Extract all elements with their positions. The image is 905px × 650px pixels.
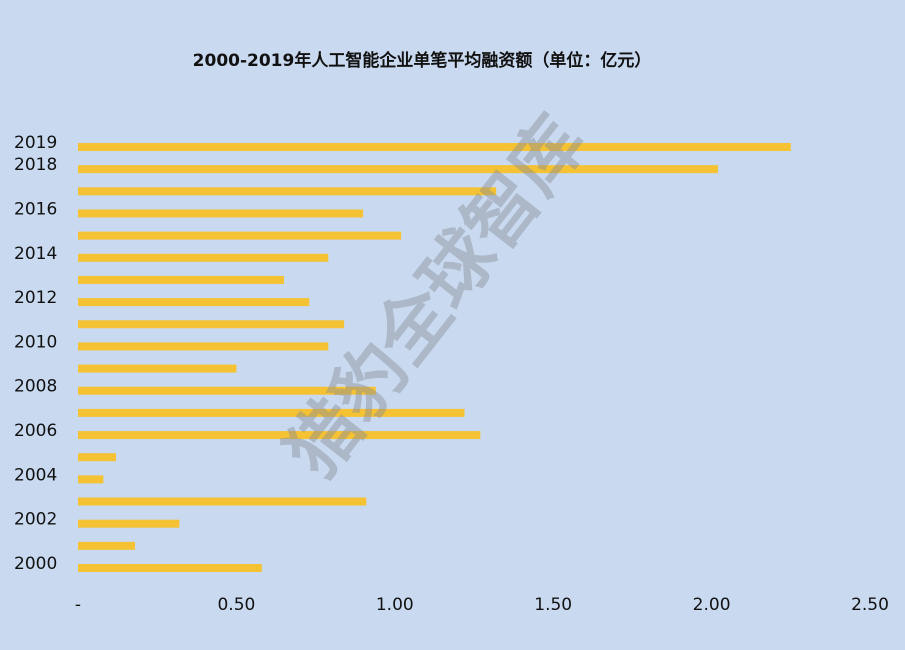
bar xyxy=(78,541,136,550)
bar xyxy=(78,364,237,373)
x-tick-label: 1.00 xyxy=(376,595,414,615)
bar xyxy=(78,165,718,174)
y-tick-label: 2006 xyxy=(14,421,57,441)
bar xyxy=(78,253,329,262)
bar xyxy=(78,143,791,151)
y-tick-label: 2008 xyxy=(14,377,57,397)
bar xyxy=(78,298,310,307)
chart-title: 2000-2019年人工智能企业单笔平均融资额（单位：亿元） xyxy=(193,50,652,71)
bar xyxy=(78,386,376,395)
y-tick-label: 2016 xyxy=(14,199,57,219)
bar xyxy=(78,431,481,440)
x-tick-label: - xyxy=(75,595,81,615)
bar xyxy=(78,564,262,572)
bar xyxy=(78,231,402,240)
x-tick-label: 2.50 xyxy=(851,595,889,615)
y-tick-label: 2010 xyxy=(14,332,57,352)
y-tick-label: 2012 xyxy=(14,288,57,308)
bar xyxy=(78,408,465,417)
bar xyxy=(78,519,180,528)
y-tick-label: 2018 xyxy=(14,155,57,175)
y-tick-label: 2014 xyxy=(14,244,57,264)
bar xyxy=(78,453,117,462)
y-tick-label: 2002 xyxy=(14,510,57,530)
x-tick-label: 2.00 xyxy=(693,595,731,615)
y-tick-label: 2019 xyxy=(14,133,57,153)
bar xyxy=(78,209,364,218)
x-tick-label: 0.50 xyxy=(217,595,255,615)
bar xyxy=(78,475,104,484)
bar xyxy=(78,342,329,351)
bar xyxy=(78,320,345,329)
x-tick-label: 1.50 xyxy=(534,595,572,615)
bar xyxy=(78,275,284,284)
y-tick-label: 2000 xyxy=(14,554,57,574)
bar xyxy=(78,187,497,196)
y-tick-label: 2004 xyxy=(14,465,57,485)
bar xyxy=(78,497,367,506)
